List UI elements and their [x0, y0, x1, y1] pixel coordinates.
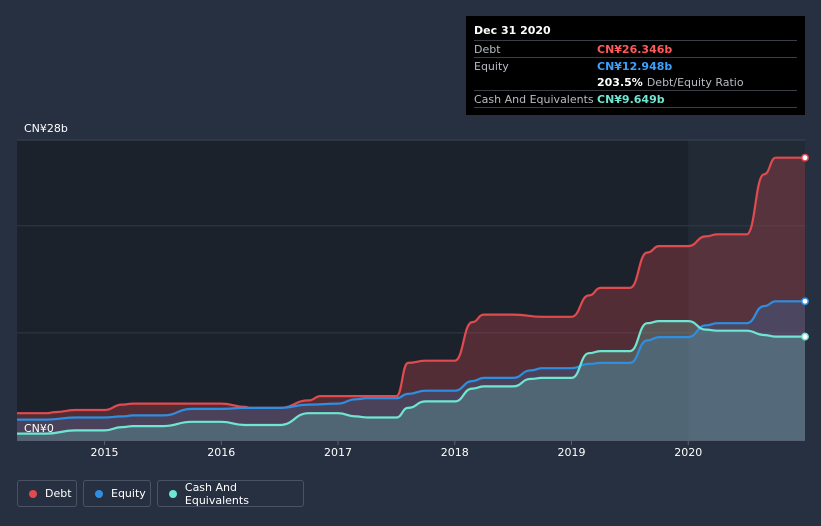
- tooltip-panel: Dec 31 2020 Debt CN¥26.346b Equity CN¥12…: [466, 16, 805, 115]
- tooltip-cash-row: Cash And Equivalents CN¥9.649b: [474, 90, 797, 108]
- y-tick-top: CN¥28b: [24, 122, 68, 135]
- highlight-rect: [688, 140, 805, 440]
- x-tick-label: 2020: [674, 446, 702, 459]
- x-tick-label: 2016: [207, 446, 235, 459]
- cash-area: [17, 321, 805, 440]
- tooltip-ratio-row: 203.5% Debt/Equity Ratio: [474, 74, 797, 90]
- series-areas: [17, 157, 805, 440]
- cash-end-marker: [801, 332, 809, 341]
- tooltip-debt-label: Debt: [474, 42, 501, 56]
- end-markers: [801, 153, 809, 341]
- tooltip-cash-value: CN¥9.649b: [597, 92, 665, 106]
- tooltip-cash-label: Cash And Equivalents: [474, 92, 594, 106]
- x-tick-label: 2017: [324, 446, 352, 459]
- y-tick-bottom: CN¥0: [24, 422, 54, 435]
- legend-equity-label: Equity: [111, 487, 146, 500]
- legend-equity[interactable]: Equity: [83, 480, 151, 507]
- tooltip-debt-value: CN¥26.346b: [597, 42, 673, 56]
- cash-line: [17, 320, 805, 435]
- debt-end-marker: [801, 153, 809, 162]
- tooltip-ratio-label: Debt/Equity Ratio: [646, 75, 744, 89]
- tooltip-date: Dec 31 2020: [474, 24, 551, 37]
- tooltip-equity-row: Equity CN¥12.948b: [474, 57, 797, 74]
- equity-end-marker: [801, 297, 809, 306]
- equity-dot-icon: [95, 489, 103, 498]
- tooltip-ratio-value: 203.5%: [597, 75, 643, 89]
- tooltip-debt-row: Debt CN¥26.346b: [474, 40, 797, 57]
- legend-debt[interactable]: Debt: [17, 480, 77, 507]
- debt-area: [17, 157, 805, 440]
- series-lines: [17, 156, 805, 435]
- x-tick-label: 2018: [441, 446, 469, 459]
- debt-line: [17, 156, 805, 415]
- hover-highlight-band: [688, 140, 805, 440]
- equity-line: [17, 300, 805, 421]
- tooltip-equity-label: Equity: [474, 59, 509, 73]
- plot-background: [17, 140, 805, 440]
- legend-debt-label: Debt: [45, 487, 72, 500]
- debt-dot-icon: [29, 489, 37, 498]
- legend-cash-label: Cash And Equivalents: [184, 480, 249, 507]
- x-tick-label: 2015: [91, 446, 119, 459]
- cash-dot-icon: [169, 489, 177, 498]
- legend-cash[interactable]: Cash And Equivalents: [157, 480, 304, 507]
- equity-area: [17, 301, 805, 440]
- tooltip-equity-value: CN¥12.948b: [597, 59, 673, 73]
- x-tick-label: 2019: [558, 446, 586, 459]
- x-axis: 2015 2016 2017 2018 2019 2020: [91, 440, 702, 459]
- gridlines: [17, 139, 805, 441]
